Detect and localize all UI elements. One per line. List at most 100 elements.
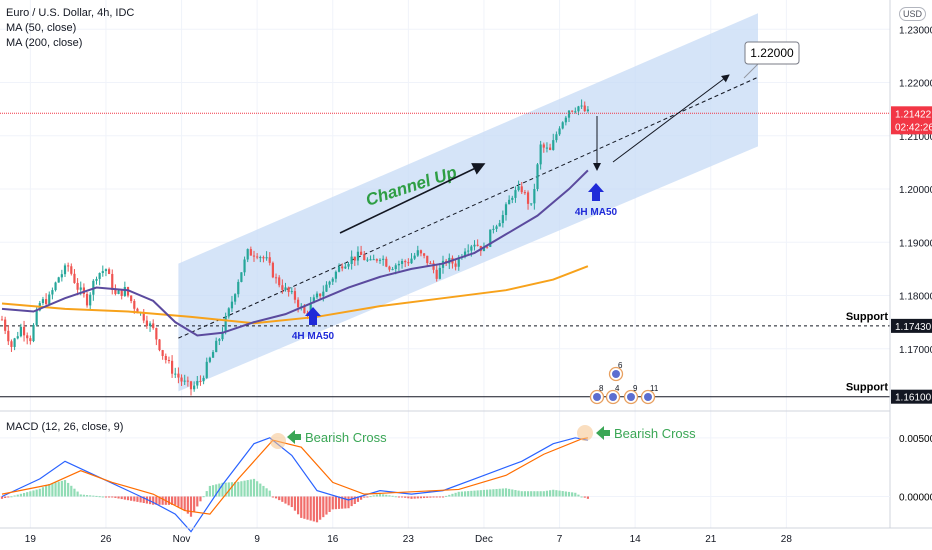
- candle-body: [183, 380, 186, 382]
- candle-body: [205, 361, 208, 378]
- histogram-bar: [341, 496, 344, 509]
- currency-badge[interactable]: USD: [898, 7, 926, 21]
- histogram-bar: [82, 494, 85, 497]
- candle-body: [498, 223, 501, 227]
- target-pointer: [743, 63, 759, 79]
- histogram-bar: [10, 496, 13, 498]
- candle-body: [19, 326, 22, 337]
- candle-body: [234, 294, 237, 302]
- histogram-bar: [202, 496, 205, 498]
- histogram-bar: [237, 481, 240, 497]
- candle-body: [237, 281, 240, 295]
- candle-body: [35, 310, 38, 325]
- candle-body: [148, 323, 152, 326]
- macd-y-tick: 0.00000: [899, 492, 932, 503]
- histogram-bar: [234, 482, 237, 497]
- histogram-bar: [473, 490, 476, 497]
- candle-body: [152, 323, 155, 329]
- histogram-bar: [448, 494, 451, 497]
- histogram-bar: [76, 491, 79, 497]
- histogram-bar: [577, 494, 580, 497]
- candle-body: [32, 324, 35, 342]
- histogram-bar: [375, 494, 378, 497]
- histogram-bar: [152, 496, 155, 505]
- histogram-bar: [454, 492, 457, 497]
- event-flag-inner: [593, 393, 601, 401]
- candle-body: [167, 359, 171, 361]
- event-flag-label: 6: [618, 361, 623, 370]
- candle-body: [95, 278, 98, 281]
- histogram-bar: [394, 496, 397, 498]
- macd-line: [1, 437, 589, 533]
- histogram-bar: [410, 496, 413, 499]
- candle-body: [382, 258, 385, 260]
- candle-body: [486, 246, 489, 248]
- candle-body: [51, 290, 54, 295]
- histogram-bar: [45, 485, 48, 497]
- histogram-bar: [19, 493, 22, 497]
- histogram-bar: [319, 496, 322, 520]
- histogram-bar: [372, 495, 375, 497]
- candle-body: [161, 350, 164, 356]
- histogram-bar: [120, 496, 123, 500]
- histogram-bar: [293, 496, 297, 511]
- histogram-bar: [240, 481, 243, 497]
- candle-body: [177, 373, 180, 378]
- candle-body: [120, 290, 123, 296]
- candle-body: [259, 257, 262, 259]
- ma50-marker-left-label: 4H MA50: [292, 331, 335, 342]
- histogram-bar: [85, 495, 89, 497]
- histogram-bar: [489, 489, 492, 497]
- candle-body: [523, 192, 526, 194]
- histogram-bar: [114, 496, 117, 498]
- histogram-bar: [508, 488, 511, 497]
- ma50-legend[interactable]: MA (50, close): [6, 22, 77, 34]
- candle-body: [293, 291, 297, 300]
- histogram-bar: [281, 496, 284, 502]
- x-tick-label: 19: [25, 534, 37, 545]
- time-axis[interactable]: 19 26 Nov 9 16 23 Dec 7 14 21 28: [0, 527, 932, 545]
- histogram-bar: [574, 492, 577, 497]
- candle-body: [13, 338, 16, 347]
- histogram-bar: [22, 492, 26, 497]
- y-tick-label: 1.23000: [899, 25, 932, 36]
- histogram-bar: [558, 490, 561, 497]
- event-flag-label: 11: [650, 384, 659, 393]
- macd-y-tick: 0.00500: [899, 434, 932, 445]
- histogram-bar: [363, 496, 366, 498]
- candle-body: [224, 316, 227, 332]
- candle-body: [580, 105, 583, 107]
- histogram-bar: [504, 488, 508, 497]
- support-price-tag: [891, 389, 932, 404]
- histogram-bar: [26, 492, 29, 497]
- bearish-cross-label: Bearish Cross: [614, 426, 696, 441]
- histogram-bar: [520, 491, 523, 497]
- symbol-title[interactable]: Euro / U.S. Dollar, 4h, IDC: [6, 7, 135, 19]
- histogram-bar: [300, 496, 303, 518]
- candle-body: [407, 262, 410, 264]
- event-flag-inner: [609, 393, 617, 401]
- candle-body: [564, 117, 567, 123]
- event-flag-label: 8: [599, 384, 604, 393]
- histogram-bar: [539, 491, 542, 497]
- candle-body: [315, 293, 319, 298]
- candle-body: [117, 290, 120, 294]
- candle-body: [265, 257, 268, 259]
- macd-legend[interactable]: MACD (12, 26, close, 9): [6, 421, 124, 433]
- histogram-bar: [533, 491, 536, 497]
- candle-body: [432, 263, 435, 270]
- candle-body: [54, 282, 57, 291]
- histogram-bar: [385, 494, 388, 497]
- histogram-bar: [70, 485, 73, 497]
- candle-body: [4, 319, 7, 331]
- price-axis[interactable]: 1.23000 1.22000 1.21000 1.20000 1.19000 1.180…: [891, 25, 932, 356]
- ma200-legend[interactable]: MA (200, close): [6, 37, 83, 49]
- candle-body: [73, 273, 76, 283]
- histogram-bar: [268, 490, 271, 497]
- candle-body: [158, 339, 161, 351]
- histogram-bar: [57, 481, 60, 497]
- candlesticks: [0, 99, 589, 396]
- candle-body: [89, 294, 92, 306]
- histogram-bar: [571, 492, 574, 497]
